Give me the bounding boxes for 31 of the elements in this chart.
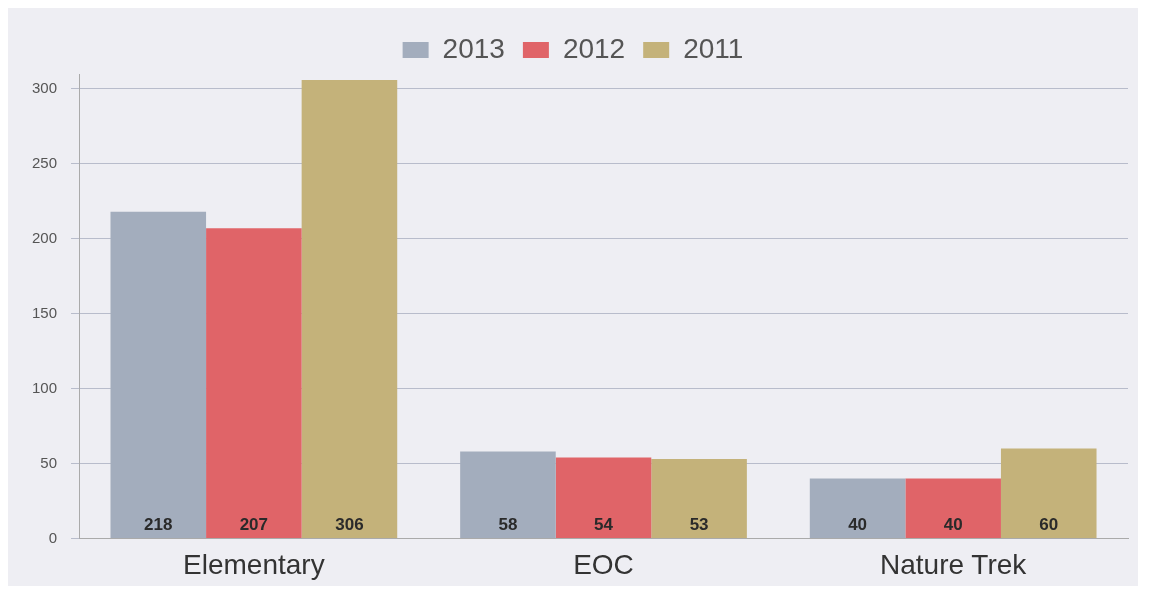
- data-label: 54: [594, 515, 614, 535]
- y-tick-label: 150: [32, 303, 58, 321]
- y-tick-label: 300: [32, 79, 58, 97]
- legend-label: 2013: [442, 32, 505, 64]
- legend-label: 2012: [562, 32, 626, 64]
- bar: [651, 459, 747, 538]
- data-label: 40: [848, 515, 868, 535]
- legend-label: 2011: [683, 32, 744, 64]
- data-label: 207: [239, 515, 269, 535]
- x-tick-label: Elementary: [183, 548, 325, 580]
- y-tick-label: 50: [40, 453, 58, 471]
- y-tick-label: 250: [32, 154, 58, 172]
- bar: [1000, 448, 1097, 538]
- bar: [301, 79, 398, 538]
- bar: [555, 457, 652, 538]
- data-label: 58: [498, 515, 518, 535]
- bar: [110, 211, 207, 538]
- data-label: 53: [689, 515, 709, 535]
- x-tick-label: Nature Trek: [880, 548, 1028, 580]
- bar: [809, 478, 906, 538]
- x-tick-label: EOC: [573, 548, 634, 580]
- y-tick-label: 200: [32, 228, 58, 246]
- data-label: 306: [335, 515, 364, 535]
- bar: [206, 228, 302, 538]
- data-label: 60: [1039, 515, 1059, 535]
- data-label: 218: [144, 515, 173, 535]
- y-tick-label: 100: [32, 378, 58, 396]
- y-tick-label: 0: [48, 528, 58, 546]
- bar: [905, 478, 1001, 538]
- bar: [460, 451, 556, 538]
- data-label: 40: [943, 515, 963, 535]
